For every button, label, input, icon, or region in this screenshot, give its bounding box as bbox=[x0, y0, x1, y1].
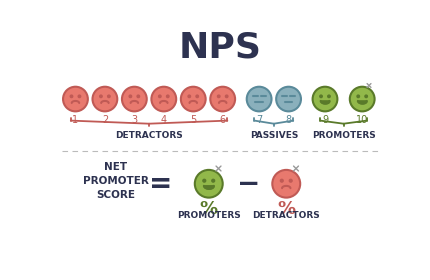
Circle shape bbox=[365, 95, 367, 97]
Circle shape bbox=[225, 95, 228, 97]
Text: %: % bbox=[200, 200, 218, 218]
Text: 1: 1 bbox=[72, 115, 79, 125]
Text: 4: 4 bbox=[161, 115, 167, 125]
Text: PASSIVES: PASSIVES bbox=[250, 131, 298, 140]
Circle shape bbox=[195, 170, 223, 198]
Circle shape bbox=[276, 87, 301, 111]
Circle shape bbox=[320, 95, 322, 97]
Circle shape bbox=[247, 87, 271, 111]
Circle shape bbox=[218, 95, 220, 97]
Text: NPS: NPS bbox=[179, 31, 262, 64]
Text: 10: 10 bbox=[356, 115, 369, 125]
Circle shape bbox=[313, 87, 338, 111]
Circle shape bbox=[63, 87, 88, 111]
Circle shape bbox=[181, 87, 206, 111]
Text: DETRACTORS: DETRACTORS bbox=[115, 131, 183, 140]
Text: NET
PROMOTER
SCORE: NET PROMOTER SCORE bbox=[83, 162, 149, 200]
Circle shape bbox=[100, 95, 102, 97]
Circle shape bbox=[203, 179, 206, 182]
Circle shape bbox=[92, 87, 117, 111]
Circle shape bbox=[280, 179, 283, 182]
Text: DETRACTORS: DETRACTORS bbox=[252, 211, 320, 220]
Circle shape bbox=[210, 87, 235, 111]
Text: 3: 3 bbox=[131, 115, 138, 125]
Circle shape bbox=[78, 95, 81, 97]
Circle shape bbox=[108, 95, 110, 97]
Circle shape bbox=[289, 179, 292, 182]
Circle shape bbox=[272, 170, 300, 198]
Circle shape bbox=[196, 95, 199, 97]
Text: PROMOTERS: PROMOTERS bbox=[312, 131, 375, 140]
Circle shape bbox=[166, 95, 169, 97]
Text: 7: 7 bbox=[256, 115, 262, 125]
Circle shape bbox=[151, 87, 176, 111]
Text: 6: 6 bbox=[220, 115, 226, 125]
Circle shape bbox=[188, 95, 190, 97]
Text: %: % bbox=[277, 200, 295, 218]
Text: −: − bbox=[237, 170, 261, 198]
Circle shape bbox=[137, 95, 140, 97]
Circle shape bbox=[159, 95, 161, 97]
Text: PROMOTERS: PROMOTERS bbox=[177, 211, 241, 220]
Circle shape bbox=[328, 95, 330, 97]
Circle shape bbox=[122, 87, 147, 111]
Circle shape bbox=[350, 87, 375, 111]
Circle shape bbox=[70, 95, 73, 97]
Text: 2: 2 bbox=[102, 115, 108, 125]
Text: 9: 9 bbox=[322, 115, 328, 125]
Text: =: = bbox=[149, 170, 172, 198]
Text: 8: 8 bbox=[286, 115, 292, 125]
Text: 5: 5 bbox=[190, 115, 197, 125]
Circle shape bbox=[357, 95, 359, 97]
Circle shape bbox=[129, 95, 132, 97]
Circle shape bbox=[212, 179, 215, 182]
